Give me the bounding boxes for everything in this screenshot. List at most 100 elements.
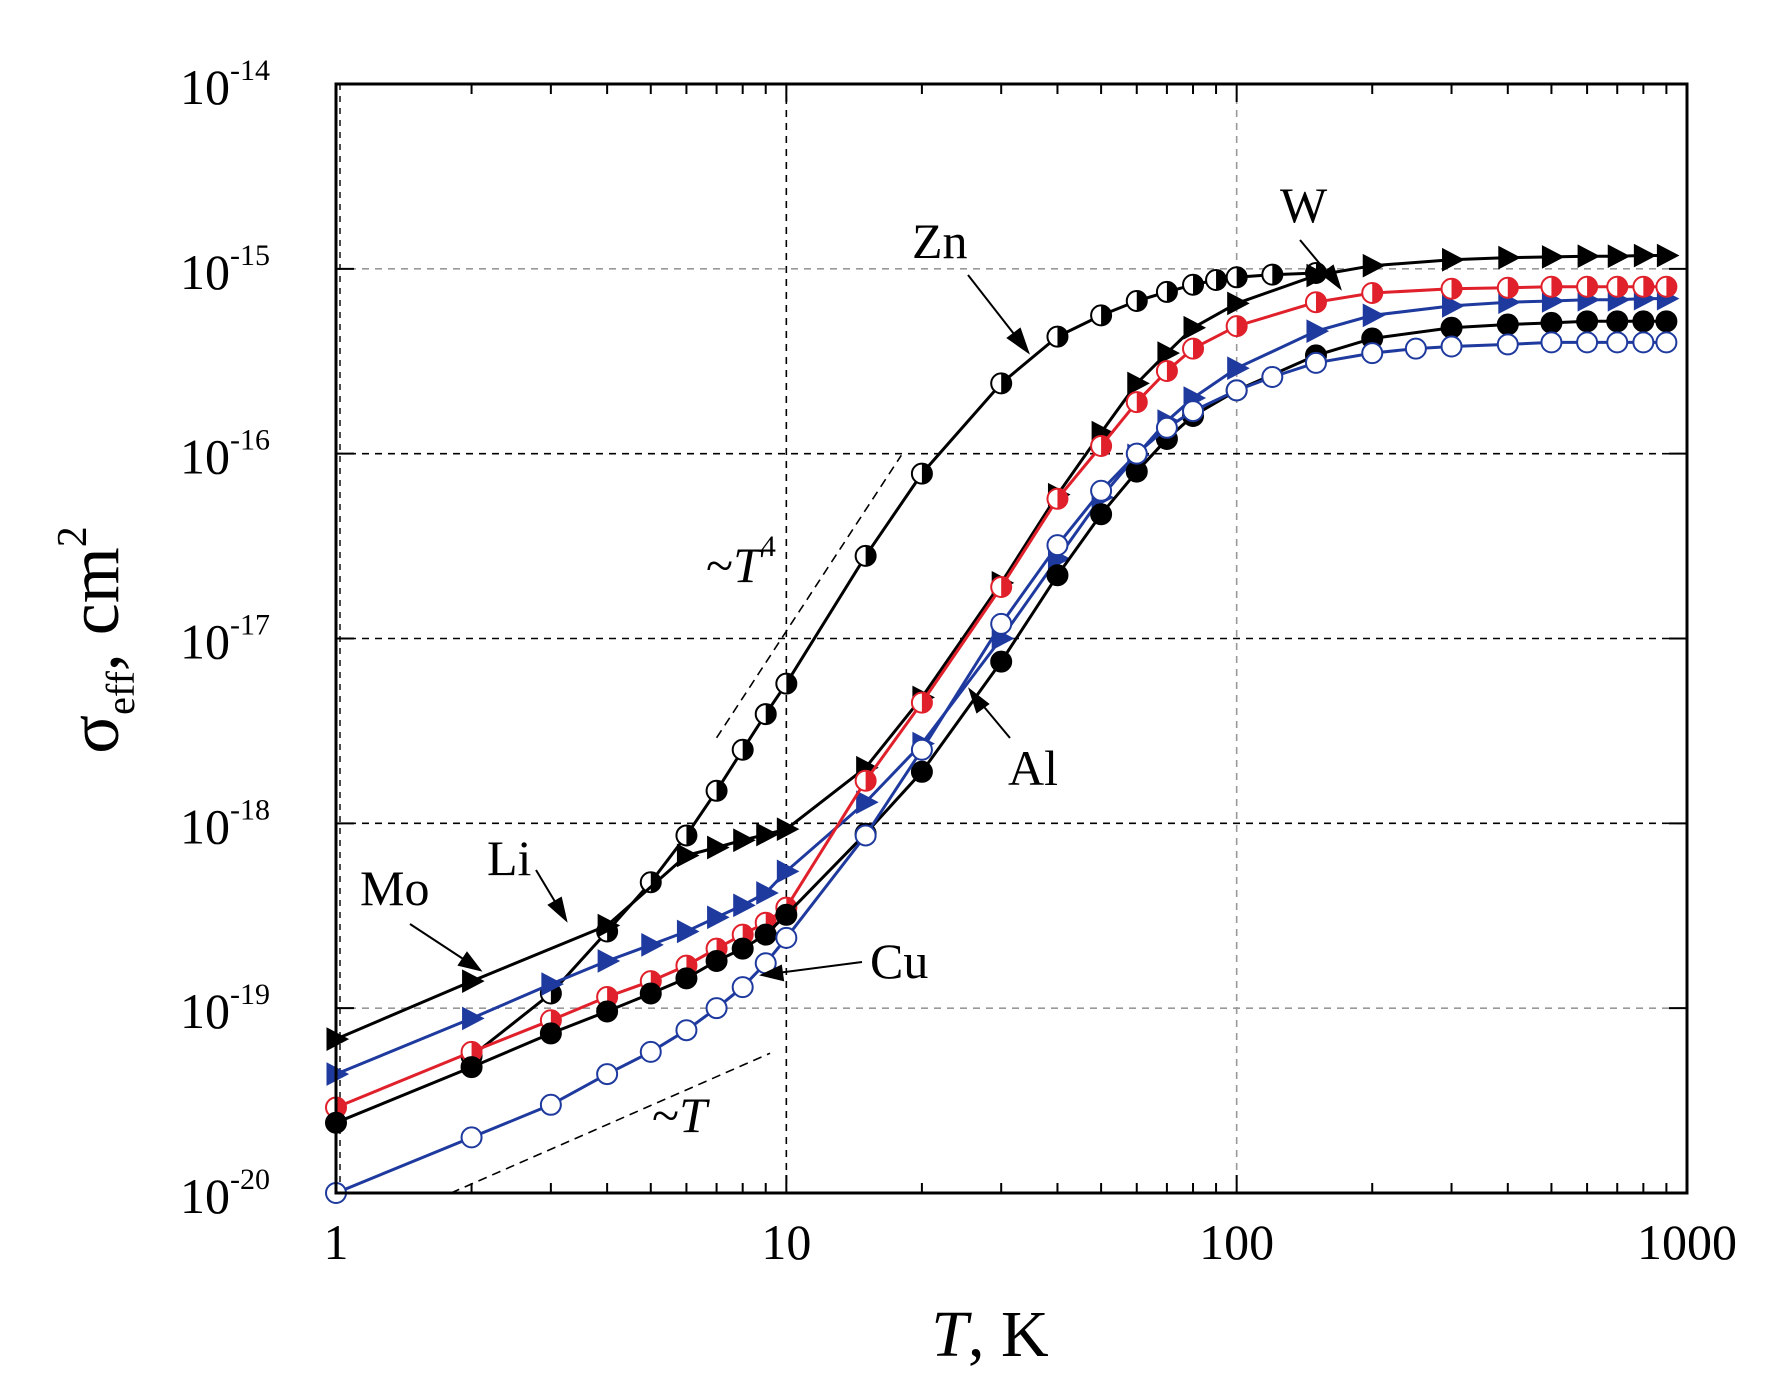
data-point — [1304, 351, 1327, 374]
data-point — [1606, 331, 1629, 354]
y-tick-label: 10-18 — [180, 793, 270, 854]
data-point — [1655, 331, 1678, 354]
data-point — [1442, 294, 1465, 318]
data-point — [539, 1022, 562, 1045]
y-tick-label: 10-16 — [180, 424, 270, 485]
data-point — [856, 790, 879, 815]
data-point-fill — [921, 692, 932, 713]
data-point — [1541, 245, 1565, 269]
data-point — [1632, 310, 1655, 333]
data-point — [775, 903, 798, 926]
data-point — [1261, 365, 1284, 388]
data-point — [1046, 534, 1069, 557]
data-point — [1157, 341, 1180, 365]
data-point — [1576, 310, 1599, 333]
data-point — [460, 1056, 483, 1079]
y-tick-label: 10-15 — [180, 239, 270, 300]
data-point — [1090, 479, 1113, 502]
data-point — [462, 969, 485, 993]
data-point-fill — [1101, 305, 1112, 326]
data-point — [1655, 310, 1678, 333]
data-point-fill — [742, 739, 753, 760]
data-point — [776, 817, 800, 841]
data-point — [1440, 316, 1463, 339]
label-mo: Mo — [360, 860, 429, 916]
data-point-fill — [786, 673, 797, 694]
data-point — [990, 650, 1013, 673]
data-point — [676, 843, 700, 868]
data-point-fill — [1166, 361, 1177, 382]
data-point — [1404, 337, 1427, 360]
data-point — [854, 824, 877, 847]
guide-line — [450, 1052, 771, 1194]
data-point — [597, 913, 621, 938]
data-point — [1127, 371, 1150, 396]
guide-line — [715, 454, 902, 739]
label-zn: Zn — [912, 213, 968, 269]
guide-label-t: ~T — [652, 1087, 710, 1143]
data-point — [596, 1063, 619, 1086]
data-point — [639, 1040, 662, 1063]
data-point — [1633, 243, 1657, 268]
data-point-fill — [1136, 290, 1147, 311]
label-cu: Cu — [870, 933, 928, 989]
data-point-fill — [1193, 274, 1204, 295]
series-line — [335, 340, 1667, 1195]
data-point-fill — [1216, 270, 1227, 291]
data-point — [1606, 310, 1629, 333]
label-w: W — [1280, 177, 1328, 233]
x-axis-title: T, K — [931, 1298, 1048, 1371]
data-point — [1361, 342, 1384, 365]
data-point — [676, 919, 700, 944]
data-point — [1540, 311, 1563, 334]
data-point — [1577, 244, 1601, 269]
data-point — [639, 982, 662, 1005]
data-point-fill — [1643, 276, 1654, 297]
series-line — [335, 297, 1667, 1076]
data-point — [705, 997, 728, 1020]
data-point — [733, 828, 756, 853]
series-line — [335, 285, 1667, 1109]
data-point — [641, 933, 664, 957]
data-point — [675, 1019, 698, 1042]
y-tick-label: 10-19 — [180, 978, 270, 1039]
data-point-fill — [1101, 436, 1112, 457]
data-point-fill — [1507, 277, 1518, 298]
data-point — [731, 937, 754, 960]
data-point — [596, 1000, 619, 1023]
data-point — [754, 923, 777, 946]
data-point — [705, 949, 728, 972]
data-point — [541, 972, 564, 996]
data-point-fill — [921, 463, 932, 484]
data-point — [1540, 331, 1563, 354]
data-point — [1306, 263, 1330, 288]
data-point — [731, 976, 754, 999]
data-point — [1498, 245, 1521, 270]
data-point — [707, 905, 730, 930]
data-point — [775, 926, 798, 949]
data-point — [1182, 400, 1205, 423]
data-point — [1442, 247, 1465, 272]
data-point — [1576, 331, 1599, 354]
data-point-fill — [716, 780, 727, 801]
data-point — [990, 612, 1013, 635]
data-point-fill — [1236, 316, 1247, 337]
data-point — [756, 822, 779, 847]
data-point-fill — [1451, 278, 1462, 299]
label-al: Al — [1008, 740, 1058, 796]
series-line — [335, 319, 1667, 1125]
data-point — [910, 738, 933, 761]
y-axis-title: σeff, cm2 — [50, 526, 143, 753]
data-point — [1155, 416, 1178, 439]
data-point — [733, 893, 756, 918]
data-point — [910, 760, 933, 783]
data-point — [1607, 244, 1631, 269]
data-point — [460, 1126, 483, 1149]
data-point-fill — [1236, 267, 1247, 288]
data-point — [462, 1006, 485, 1031]
series-w — [325, 275, 1678, 1119]
guide-label-t4: ~T4 — [706, 530, 776, 593]
data-point — [1227, 291, 1250, 316]
x-tick-label: 10 — [761, 1214, 811, 1270]
